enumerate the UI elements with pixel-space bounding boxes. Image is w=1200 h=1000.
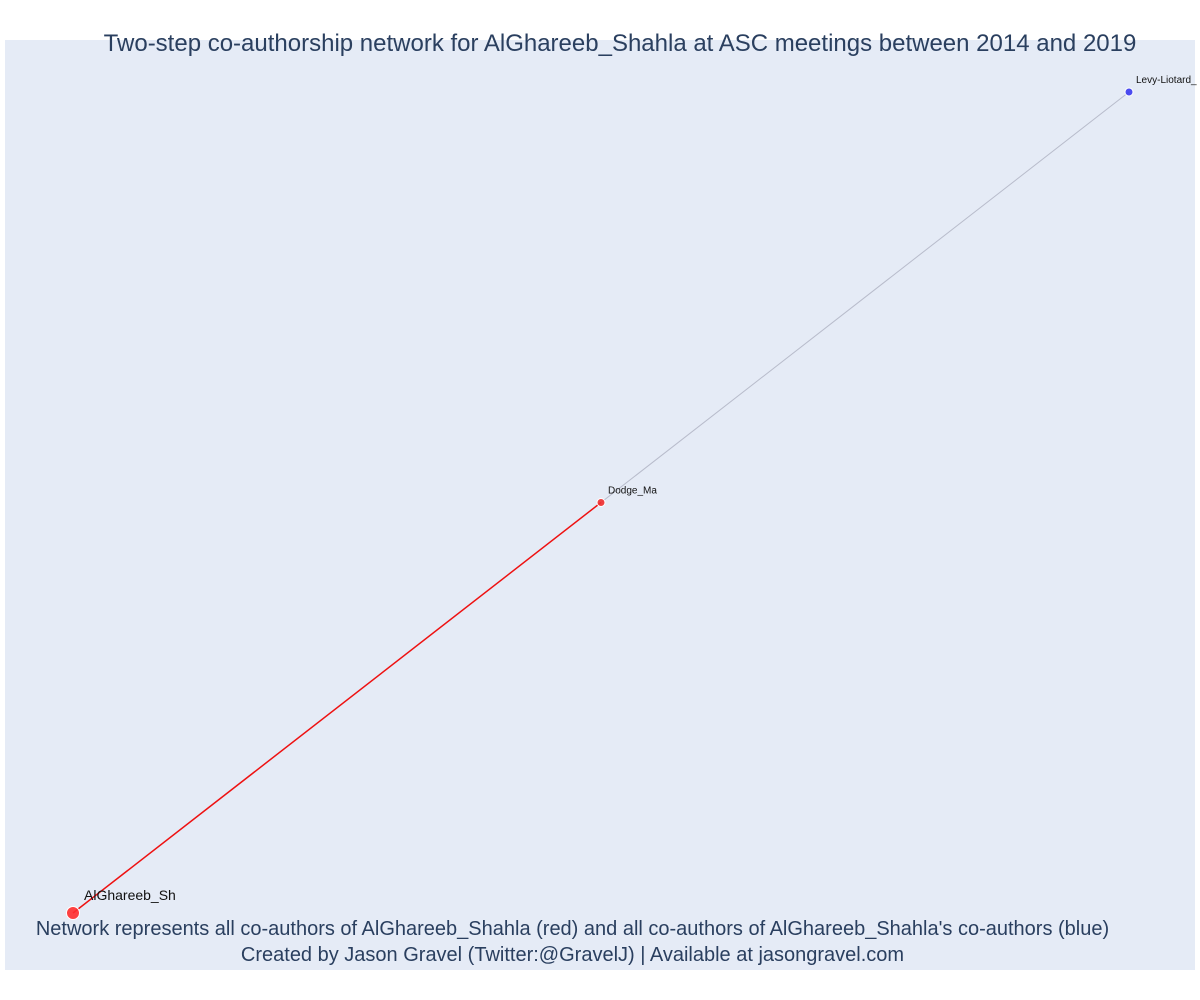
node-label-AlGhareeb_Sh: AlGhareeb_Sh xyxy=(84,887,176,903)
caption-description: Network represents all co-authors of AlG… xyxy=(35,918,1110,940)
node-AlGhareeb_Sh[interactable] xyxy=(66,906,80,920)
nodes-layer xyxy=(66,87,1134,920)
edges-layer xyxy=(72,91,1130,914)
node-Levy-Liotard_[interactable] xyxy=(1124,87,1134,97)
caption-credit: Created by Jason Gravel (Twitter:@Gravel… xyxy=(240,944,905,966)
labels-layer: AlGhareeb_Sh Dodge_Ma Levy-Liotard_ xyxy=(84,75,1197,903)
chart-title: Two-step co-authorship network for AlGha… xyxy=(103,30,1137,57)
node-Dodge_Ma[interactable] xyxy=(596,498,606,507)
edge-Dodge_Ma-Levy-Liotard_ xyxy=(600,91,1130,503)
edge-AlGhareeb_Sh-Dodge_Ma xyxy=(72,501,602,914)
node-label-Dodge_Ma: Dodge_Ma xyxy=(608,486,657,497)
node-label-Levy-Liotard_: Levy-Liotard_ xyxy=(1136,75,1197,86)
